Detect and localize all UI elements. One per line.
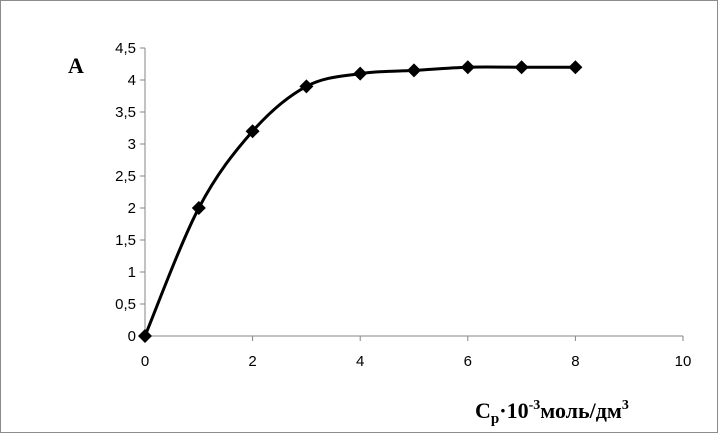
data-point-marker — [191, 201, 206, 215]
y-tick-label: 3,5 — [115, 104, 136, 121]
data-point-marker — [568, 60, 583, 75]
series-layer — [138, 60, 583, 343]
x-tick-label: 6 — [464, 353, 472, 370]
x-tick-label: 10 — [675, 353, 692, 370]
data-point-marker — [407, 63, 421, 78]
x-tick-label: 8 — [571, 353, 579, 370]
y-tick-label: 2 — [128, 200, 136, 217]
data-point-marker — [514, 60, 529, 75]
x-tick-label: 2 — [248, 353, 256, 370]
y-axis-title: A — [68, 53, 84, 78]
x-tick-label: 4 — [356, 353, 364, 370]
y-tick-label: 0,5 — [115, 296, 136, 313]
x-axis-title-base: C — [475, 398, 491, 423]
x-axis-title-exp: -3 — [529, 398, 541, 413]
x-axis-title-unit: моль/дм — [540, 398, 622, 423]
data-point-marker — [245, 124, 260, 139]
x-axis-title-sub: p — [491, 411, 499, 427]
x-axis: 0 2 4 6 8 10 — [141, 335, 692, 370]
data-point-marker — [138, 329, 152, 343]
data-point-marker — [460, 60, 475, 75]
data-point-marker — [353, 66, 368, 81]
y-axis: 0 0,5 1 1,5 2 2,5 3 3,5 4 4,5 — [115, 40, 146, 345]
y-tick-label: 4,5 — [115, 40, 136, 57]
y-tick-label: 1,5 — [115, 232, 136, 249]
y-tick-label: 3 — [128, 136, 136, 153]
x-tick-label: 0 — [141, 353, 149, 370]
x-axis-title: Cp·10-3моль/дм3 — [475, 398, 629, 427]
y-tick-label: 4 — [128, 72, 136, 89]
series-line — [143, 65, 577, 338]
y-tick-label: 0 — [128, 328, 136, 345]
data-point-marker — [299, 79, 314, 94]
y-tick-label: 2,5 — [115, 168, 136, 185]
y-tick-label: 1 — [128, 264, 136, 281]
x-axis-title-mid: ·10 — [499, 398, 528, 423]
x-axis-title-unit-exp: 3 — [622, 398, 629, 413]
